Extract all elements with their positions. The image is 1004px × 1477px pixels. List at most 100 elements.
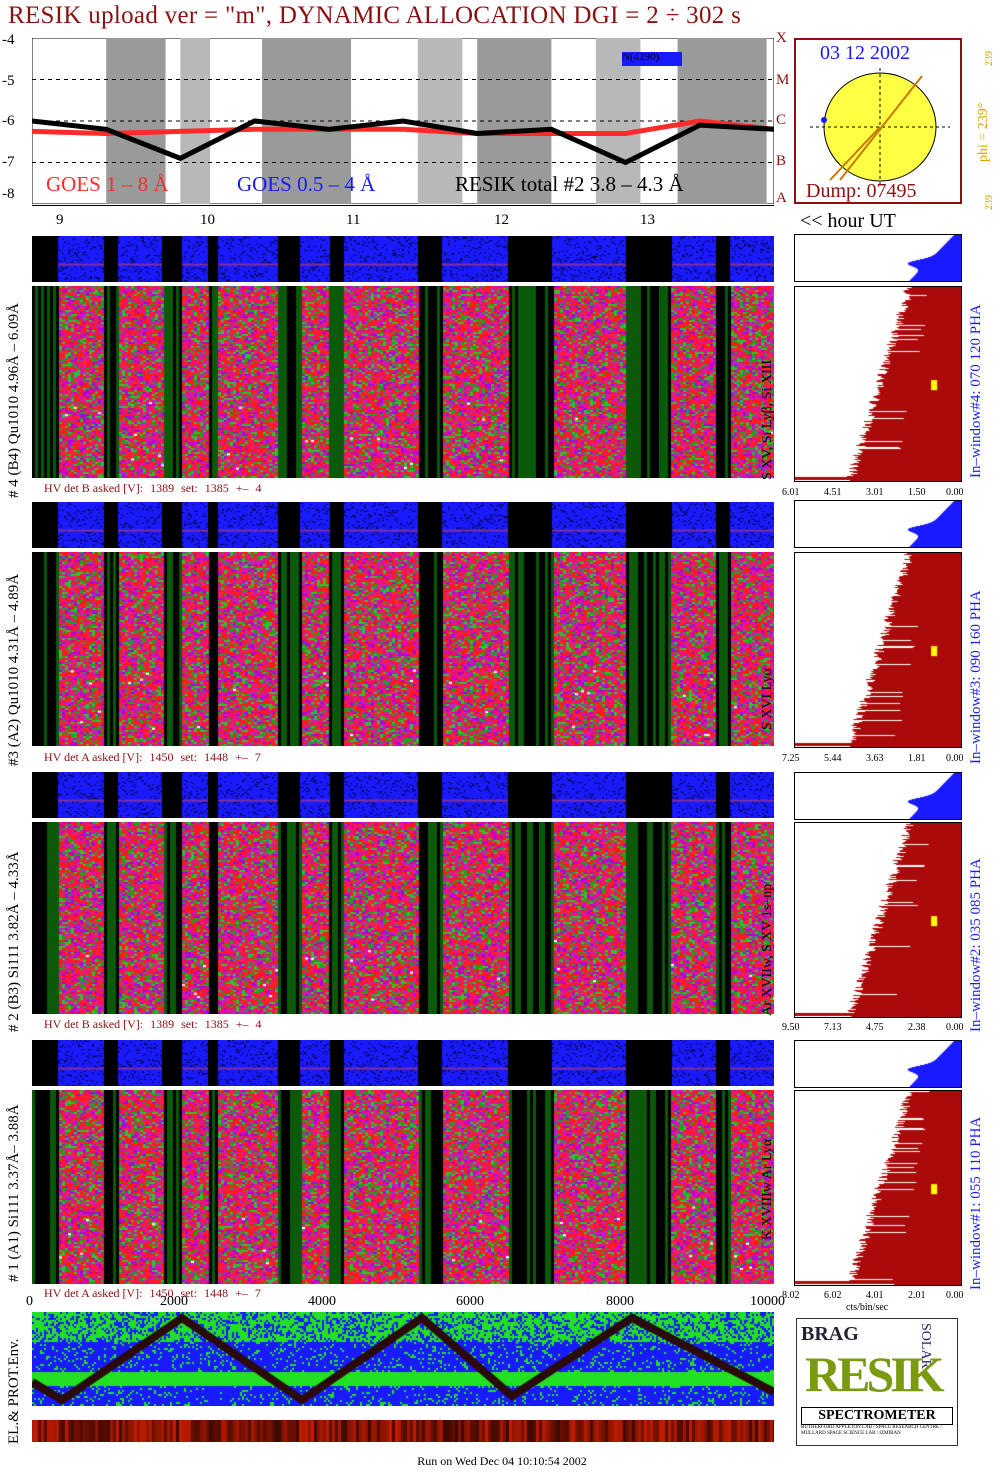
- detector-3-pha-strip: [32, 502, 774, 548]
- detector-4-hv: HV det B asked [V]: 1389 set: 1385 +– 4: [44, 481, 266, 496]
- goes-annotation: N(4290): [622, 51, 660, 63]
- logo-corner-left: BRAG: [801, 1323, 859, 1345]
- hist-tick: 0.00: [946, 753, 964, 764]
- detector-1-ylabel: # 1 (A1) Si111 3.37Å– 3.88Å: [6, 1104, 22, 1282]
- detector-4-spectrogram: [32, 286, 774, 478]
- detector-4-line-label: S XV, Si Lyβ, Si XIII: [760, 359, 775, 480]
- hv-delta: 7: [254, 750, 261, 764]
- detector-3-ylabel: #3 (A2) Qu1010 4.31Å – 4.89Å: [6, 573, 22, 766]
- detector-3-pha-hist: [794, 500, 962, 548]
- hist-tick: 4.75: [866, 1022, 884, 1033]
- goes-legend-1-8: GOES 1 – 8 Å: [46, 172, 169, 196]
- hv-set-label: set:: [181, 1017, 198, 1031]
- hist-tick: 4.01: [866, 1290, 884, 1301]
- resik-total-series: [32, 118, 774, 166]
- detector-2-spectrogram: [32, 822, 774, 1014]
- hv-asked: 1450: [149, 750, 174, 764]
- hist-unit-label: cts/bin/sec: [846, 1302, 889, 1313]
- orbit-phi-value-bottom: 239: [984, 195, 995, 210]
- goes-legend-resik: RESIK total #2 3.8 – 4.3 Å: [455, 172, 684, 196]
- goes-lightcurve-plot: [32, 38, 774, 204]
- hv-delta: 4: [255, 1017, 262, 1031]
- goes-class-letter: C: [776, 112, 787, 128]
- detector-3-hv: HV det A asked [V]: 1450 set: 1448 +– 7: [44, 750, 265, 765]
- detector-1-pha-hist: [794, 1040, 962, 1088]
- detector-1-histogram: [794, 1090, 962, 1286]
- resik-logo: BRAG SOLAR RESIK SPECTROMETER RUTHERFORD…: [796, 1318, 958, 1446]
- goes-y-tick: -5: [2, 73, 15, 89]
- goes-y-tick: -6: [2, 113, 15, 129]
- detector-1-spectrogram: [32, 1090, 774, 1284]
- hist-tick: 6.01: [782, 487, 800, 498]
- hv-label: HV det A asked [V]:: [44, 1286, 143, 1300]
- goes-y-tick: -8: [2, 186, 15, 202]
- logo-small-text: RUTHERFORD APPLETON LAB / SPACE RESEARCH…: [801, 1425, 942, 1436]
- hist-tick: 7.25: [782, 753, 800, 764]
- env-x-tick: 4000: [308, 1294, 336, 1309]
- hv-pm: +–: [235, 481, 249, 495]
- hv-set-label: set:: [180, 1286, 198, 1300]
- detector-1-window-label: In–window#1: 055 110 PHA: [968, 1116, 984, 1290]
- orbit-date: 03 12 2002: [820, 42, 910, 64]
- logo-wordmark: RESIK: [805, 1346, 945, 1402]
- orbit-dump: Dump: 07495: [806, 180, 917, 202]
- hour-tick-label: 9: [56, 212, 64, 228]
- goes-y-tick: -4: [2, 32, 15, 48]
- hist-tick: 0.00: [946, 487, 964, 498]
- hour-tick-label: 11: [346, 212, 361, 228]
- hv-set: 1448: [204, 750, 229, 764]
- hv-pm: +–: [235, 1017, 249, 1031]
- detector-4-pha-hist: [794, 234, 962, 282]
- env-x-axis: 0 2000 4000 6000 8000 10000: [26, 1294, 785, 1312]
- detector-2-line-label: Ar XVIIw, S XV 1s–np: [760, 883, 775, 1016]
- hour-tick-label: 10: [200, 212, 215, 228]
- hist-tick: 6.02: [824, 1290, 842, 1301]
- goes-y-tick: -7: [2, 154, 15, 170]
- hour-tick-label: 12: [494, 212, 509, 228]
- detector-1-pha-strip: [32, 1040, 774, 1086]
- env-x-tick: 0: [26, 1294, 33, 1309]
- detector-2-pha-strip: [32, 772, 774, 818]
- hist-tick: 5.44: [824, 753, 842, 764]
- orbit-phi-value-top: 239: [984, 51, 995, 66]
- detector-1-hv: HV det A asked [V]: 1450 set: 1448 +– 7: [44, 1286, 265, 1301]
- hour-tick-label: 13: [640, 212, 655, 228]
- hv-label: HV det A asked [V]:: [44, 750, 143, 764]
- detector-3-spectrogram: [32, 552, 774, 746]
- run-timestamp: Run on Wed Dec 04 10:10:54 2002: [417, 1454, 587, 1468]
- hv-asked: 1389: [150, 481, 175, 495]
- hour-axis: 9 10 11 12 13: [32, 205, 774, 234]
- hist-tick: 0.00: [946, 1290, 964, 1301]
- logo-banner: SPECTROMETER: [801, 1407, 953, 1425]
- hv-label: HV det B asked [V]:: [44, 481, 144, 495]
- hist-tick: 9.50: [782, 1022, 800, 1033]
- goes-class-letter: X: [776, 30, 787, 46]
- goes-class-letter: B: [776, 153, 787, 169]
- hv-set-label: set:: [180, 750, 198, 764]
- orbit-phi-label: phi = 239°: [976, 102, 991, 162]
- goes-class-letter: A: [776, 190, 787, 206]
- orbit-sun-disk: [810, 68, 950, 186]
- detector-2-histogram: [794, 822, 962, 1018]
- hist-tick: 3.01: [866, 487, 884, 498]
- hist-tick: 1.50: [908, 487, 926, 498]
- goes-y-axis: -4 -5 -6 -7 -8: [0, 30, 30, 206]
- detector-4-pha-strip: [32, 236, 774, 282]
- hv-set: 1385: [204, 1017, 229, 1031]
- env-x-tick: 6000: [456, 1294, 484, 1309]
- env-ylabel: EL.& PROT.Env.: [6, 1338, 22, 1444]
- hist-tick: 1.81: [908, 753, 926, 764]
- detector-2-pha-hist: [794, 772, 962, 820]
- detector-4-ylabel: # 4 (B4) Qu1010 4.96Å – 6.09Å: [6, 303, 22, 498]
- page-title: RESIK upload ver = "m", DYNAMIC ALLOCATI…: [8, 2, 742, 29]
- detector-3-window-label: In–window#3: 090 160 PHA: [968, 590, 984, 764]
- hv-delta: 7: [254, 1286, 261, 1300]
- logo-corner-right: SOLAR: [918, 1323, 933, 1369]
- detector-2-ylabel: # 2 (B3) Si111 3.82Å – 4.33Å: [6, 851, 22, 1032]
- environment-panel: [32, 1312, 774, 1406]
- detector-2-window-label: In–window#2: 035 085 PHA: [968, 858, 984, 1032]
- hist-tick: 7.13: [824, 1022, 842, 1033]
- hv-pm: +–: [235, 750, 248, 764]
- hv-delta: 4: [255, 481, 262, 495]
- hv-asked: 1450: [149, 1286, 174, 1300]
